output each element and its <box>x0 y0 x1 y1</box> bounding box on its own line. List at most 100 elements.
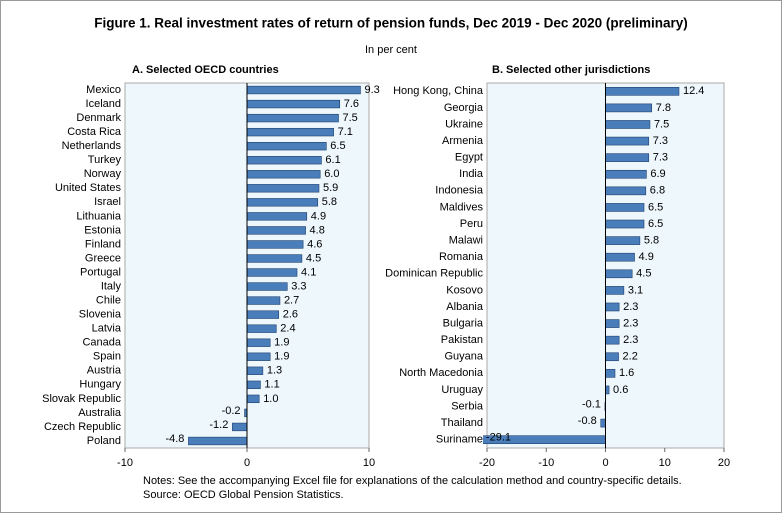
value-label: -0.1 <box>582 398 601 410</box>
note: Notes: See the accompanying Excel file f… <box>143 475 682 487</box>
value-label: -0.8 <box>578 415 597 427</box>
bar <box>605 352 619 362</box>
bar <box>246 380 261 389</box>
y-tick-label: Ukraine <box>445 118 483 130</box>
bar <box>605 103 653 113</box>
y-tick-label: United States <box>55 182 122 194</box>
bar <box>605 186 647 196</box>
y-tick-label: Israel <box>94 196 121 208</box>
value-label: 2.3 <box>623 334 638 346</box>
y-tick-label: Egypt <box>455 152 483 164</box>
bar <box>232 422 248 432</box>
bar <box>246 338 271 347</box>
bar <box>246 99 341 109</box>
bar <box>246 226 306 235</box>
bar <box>246 310 280 319</box>
bar <box>605 236 641 245</box>
chart-title: Figure 1. Real investment rates of retur… <box>94 16 687 31</box>
y-tick-label: Estonia <box>84 224 122 236</box>
chart-subtitle: In per cent <box>365 44 417 56</box>
value-label: 5.8 <box>322 196 337 208</box>
value-label: 2.7 <box>284 295 299 307</box>
value-label: 6.5 <box>648 201 663 213</box>
panel-title: B. Selected other jurisdictions <box>492 64 650 76</box>
value-label: 4.9 <box>311 210 326 222</box>
note: Source: OECD Global Pension Statistics. <box>143 489 344 501</box>
y-tick-label: Latvia <box>92 323 122 335</box>
value-label: 4.1 <box>301 266 316 278</box>
value-label: 6.5 <box>648 218 663 230</box>
value-label: 6.9 <box>650 168 665 180</box>
y-tick-label: Malawi <box>449 235 483 247</box>
value-label: 5.9 <box>323 182 338 194</box>
value-label: 4.5 <box>306 252 321 264</box>
bar <box>605 302 620 312</box>
x-tick-label: 10 <box>363 457 375 469</box>
value-label: 7.8 <box>656 102 671 114</box>
y-tick-label: Austria <box>87 365 122 377</box>
bar <box>605 252 635 262</box>
value-label: 6.1 <box>325 154 340 166</box>
bar <box>246 282 288 291</box>
y-tick-label: North Macedonia <box>399 367 484 379</box>
bar <box>246 170 321 179</box>
x-tick-label: -10 <box>117 457 133 469</box>
y-tick-label: Lithuania <box>76 210 122 222</box>
y-tick-label: Serbia <box>451 400 484 412</box>
y-tick-label: India <box>459 168 484 180</box>
y-tick-label: Romania <box>439 251 484 263</box>
bar <box>246 184 320 193</box>
y-tick-label: Bulgaria <box>443 317 484 329</box>
y-tick-label: Peru <box>460 218 483 230</box>
y-tick-label: Pakistan <box>441 334 483 346</box>
value-label: 7.3 <box>653 152 668 164</box>
bar <box>605 369 616 378</box>
y-tick-label: Chile <box>96 295 121 307</box>
value-label: -0.2 <box>222 405 241 417</box>
value-label: -29.1 <box>486 432 511 444</box>
bar <box>605 385 610 395</box>
x-tick-label: 0 <box>602 457 608 469</box>
y-tick-label: Hong Kong, China <box>393 85 484 97</box>
bar <box>246 394 260 404</box>
bar <box>246 198 319 207</box>
bar <box>246 85 361 95</box>
value-label: 3.3 <box>291 280 306 292</box>
y-tick-label: Armenia <box>442 135 484 147</box>
value-label: -4.8 <box>165 433 184 445</box>
y-tick-label: Uruguay <box>441 384 483 396</box>
value-label: 1.9 <box>274 351 289 363</box>
value-label: -1.2 <box>209 419 228 431</box>
value-label: 1.0 <box>263 393 278 405</box>
bar <box>246 254 303 263</box>
y-tick-label: Australia <box>78 407 122 419</box>
value-label: 7.5 <box>654 118 669 130</box>
bar <box>605 219 645 229</box>
y-tick-label: Indonesia <box>435 185 484 197</box>
x-tick-label: -20 <box>479 457 495 469</box>
bar <box>246 268 298 277</box>
y-tick-label: Denmark <box>76 112 121 124</box>
value-label: 2.4 <box>280 323 295 335</box>
bar <box>246 127 334 137</box>
bar <box>605 86 680 96</box>
bar <box>605 153 650 162</box>
value-label: 12.4 <box>683 85 704 97</box>
bar <box>246 142 327 151</box>
y-tick-label: Maldives <box>440 201 484 213</box>
bar <box>605 335 620 345</box>
value-label: 2.6 <box>283 309 298 321</box>
bar <box>246 156 322 165</box>
y-tick-label: Suriname <box>436 434 483 446</box>
x-tick-label: -10 <box>538 457 554 469</box>
value-label: 2.2 <box>623 351 638 363</box>
value-label: 6.0 <box>324 168 339 180</box>
y-tick-label: Iceland <box>86 98 121 110</box>
value-label: 2.3 <box>623 301 638 313</box>
y-tick-label: Greece <box>85 252 121 264</box>
value-label: 1.3 <box>267 365 282 377</box>
value-label: 1.9 <box>274 337 289 349</box>
bar <box>605 136 650 146</box>
bar <box>605 169 647 179</box>
